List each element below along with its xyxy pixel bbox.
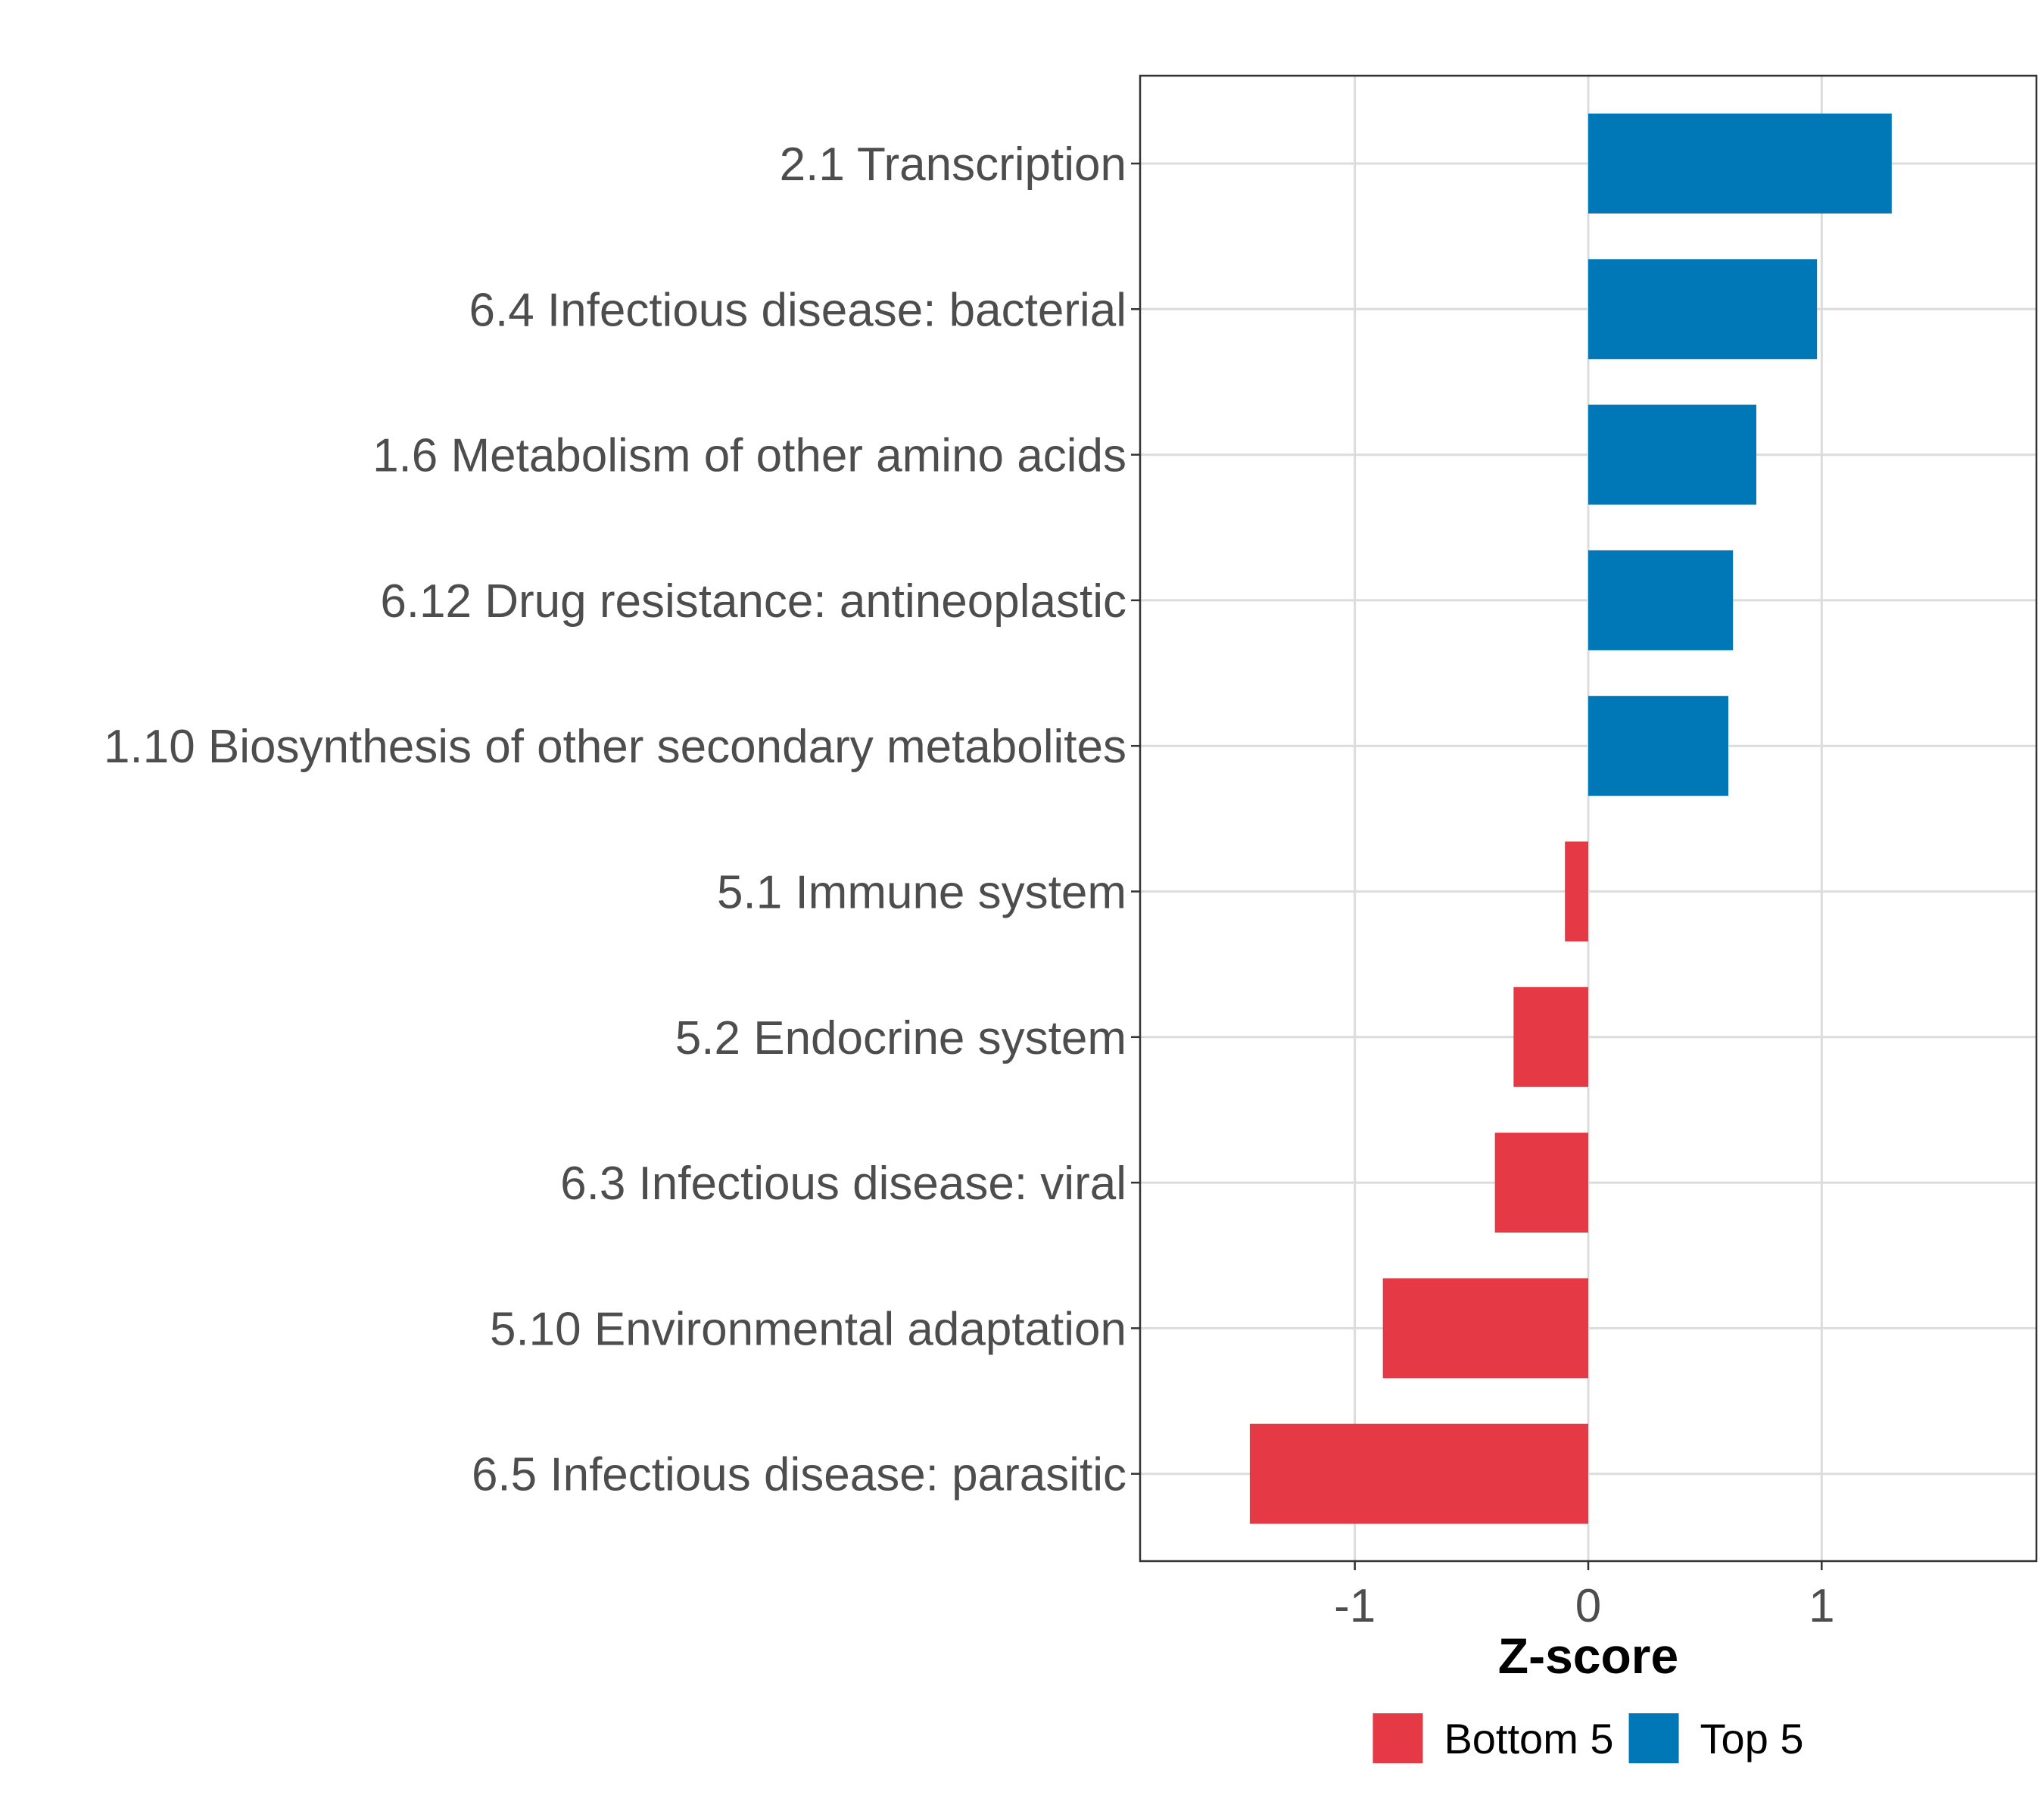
category-label: 5.10 Environmental adaptation [490,1303,1126,1355]
bar [1588,114,1892,213]
category-label: 1.6 Metabolism of other amino acids [372,430,1126,482]
bar [1382,1278,1588,1379]
legend-item: Bottom 5 [1373,1713,1614,1763]
y-axis: 2.1 Transcription 6.4 Infectious disease:… [104,139,1140,1501]
category-label: 5.1 Immune system [717,867,1126,919]
category-label: 6.5 Infectious disease: parasitic [472,1449,1126,1501]
bar [1588,259,1818,360]
bar [1494,1133,1588,1233]
bar [1588,696,1728,796]
x-tick-label: -1 [1334,1580,1376,1632]
category-label: 5.2 Endocrine system [675,1012,1126,1064]
bar [1588,550,1734,650]
legend-label: Bottom 5 [1444,1715,1613,1762]
legend-key [1628,1713,1679,1763]
bar [1249,1423,1588,1524]
category-label: 6.4 Infectious disease: bacterial [469,284,1126,336]
category-label: 1.10 Biosynthesis of other secondary met… [104,721,1126,773]
legend-item: Top 5 [1628,1713,1804,1763]
x-axis-title: Z-score [1498,1628,1678,1684]
legend-key [1373,1713,1423,1763]
bar [1565,841,1588,942]
category-label: 6.3 Infectious disease: viral [560,1158,1126,1210]
x-tick-label: 0 [1575,1580,1601,1632]
x-tick-label: 1 [1809,1580,1834,1632]
category-label: 6.12 Drug resistance: antineoplastic [380,575,1126,628]
bar [1513,986,1588,1087]
category-label: 2.1 Transcription [780,139,1126,191]
legend: Bottom 5 Top 5 [1373,1713,1804,1763]
bar [1588,404,1756,505]
legend-label: Top 5 [1700,1715,1804,1762]
x-axis: -1 0 1 [1334,1561,1835,1632]
bars [1249,114,1892,1524]
